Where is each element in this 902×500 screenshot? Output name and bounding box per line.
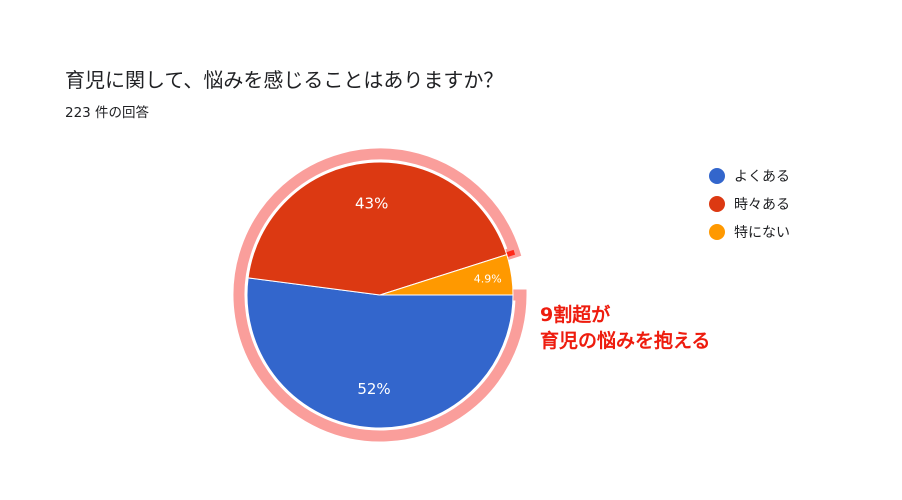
legend: よくある 時々ある 特にない xyxy=(709,162,790,246)
response-count: 223 件の回答 xyxy=(65,105,150,121)
legend-item-tokidoki-aru[interactable]: 時々ある xyxy=(709,190,790,218)
chart-title: 育児に関して、悩みを感じることはありますか？ xyxy=(65,68,504,92)
slice-label-tokidoki-aru: 43% xyxy=(355,194,388,212)
highlight-ring xyxy=(233,148,527,442)
slice-toku-ni-nai[interactable] xyxy=(379,254,514,296)
legend-label: 特にない xyxy=(734,225,790,241)
legend-swatch xyxy=(709,168,725,184)
slice-label-yoku-aru: 52% xyxy=(357,380,390,398)
legend-item-toku-ni-nai[interactable]: 特にない xyxy=(709,218,790,246)
annotation-line: 9割超が xyxy=(540,304,611,326)
slice-tokidoki-aru[interactable] xyxy=(247,161,508,296)
legend-swatch xyxy=(709,196,725,212)
legend-label: 時々ある xyxy=(734,197,790,213)
slice-label-toku-ni-nai: 4.9% xyxy=(474,272,502,285)
annotation-line: 育児の悩みを抱える xyxy=(540,330,711,352)
legend-swatch xyxy=(709,224,725,240)
pie-slices xyxy=(246,161,514,429)
legend-label: よくある xyxy=(734,169,790,185)
slice-yoku-aru[interactable] xyxy=(246,277,514,429)
legend-item-yoku-aru[interactable]: よくある xyxy=(709,162,790,190)
slice-labels: 52% 43% 4.9% xyxy=(355,194,502,398)
annotation-callout: 9割超が 育児の悩みを抱える xyxy=(540,302,710,354)
